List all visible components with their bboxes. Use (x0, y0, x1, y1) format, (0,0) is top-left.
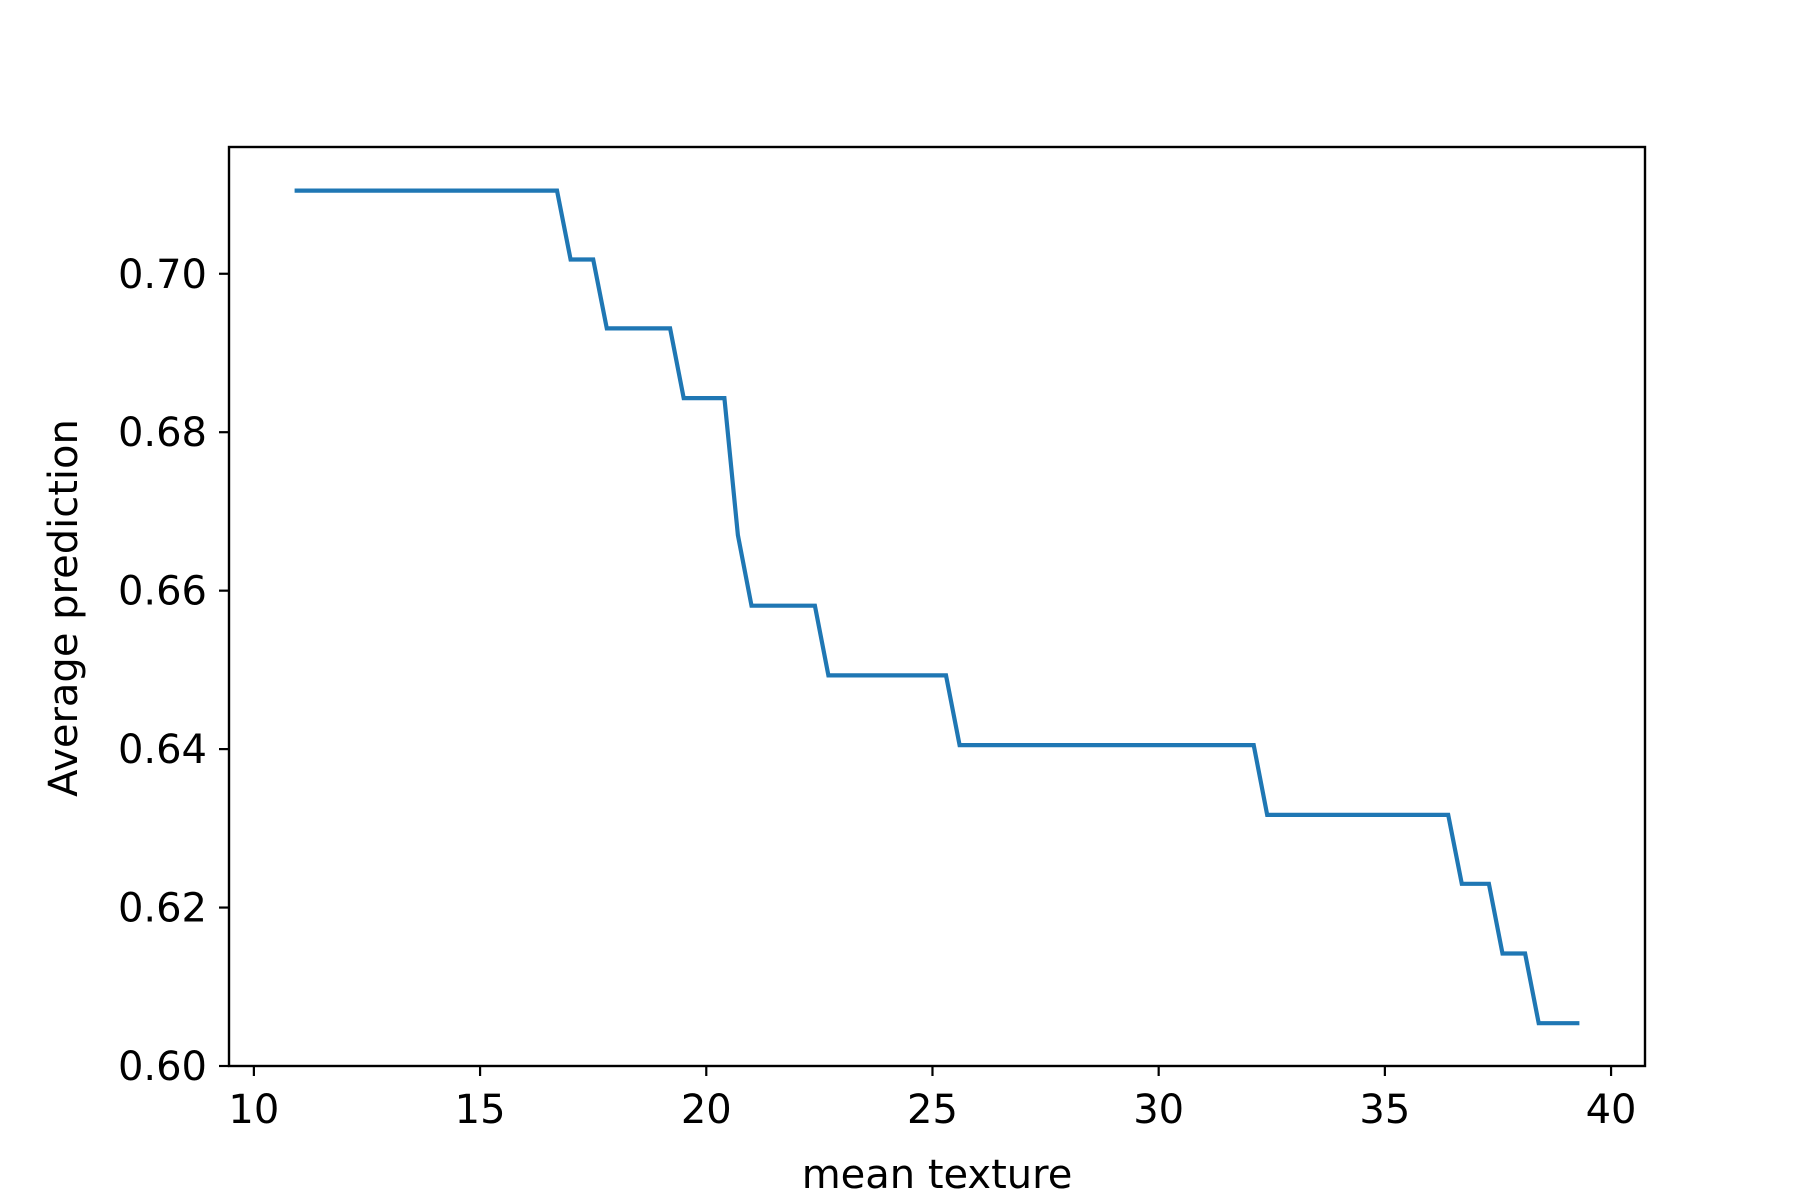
axes: 10 15 20 25 30 35 40 0.60 0.62 0.64 0.66 0.68 0.70 (118, 145, 1647, 1133)
x-tick-label-15: 15 (455, 1087, 506, 1133)
x-tick-label-40: 40 (1586, 1087, 1637, 1133)
x-tick-label-30: 30 (1133, 1087, 1184, 1133)
x-tick-label-35: 35 (1359, 1087, 1410, 1133)
y-tick-label-0.60: 0.60 (118, 1044, 207, 1090)
y-axis-label: Average prediction (41, 419, 87, 797)
y-tick-label-0.68: 0.68 (118, 410, 207, 456)
axes-frame (227, 145, 1647, 1068)
plot-area (294, 188, 1580, 1026)
x-tick-label-20: 20 (681, 1087, 732, 1133)
y-tick-label-0.62: 0.62 (118, 886, 207, 932)
x-tick-label-25: 25 (907, 1087, 958, 1133)
y-tick-label-0.70: 0.70 (118, 252, 207, 298)
series-line-1 (294, 188, 1580, 1026)
x-axis-label: mean texture (802, 1152, 1073, 1198)
y-tick-label-0.66: 0.66 (118, 569, 207, 615)
y-tick-label-0.64: 0.64 (118, 727, 207, 773)
x-tick-label-10: 10 (228, 1087, 279, 1133)
